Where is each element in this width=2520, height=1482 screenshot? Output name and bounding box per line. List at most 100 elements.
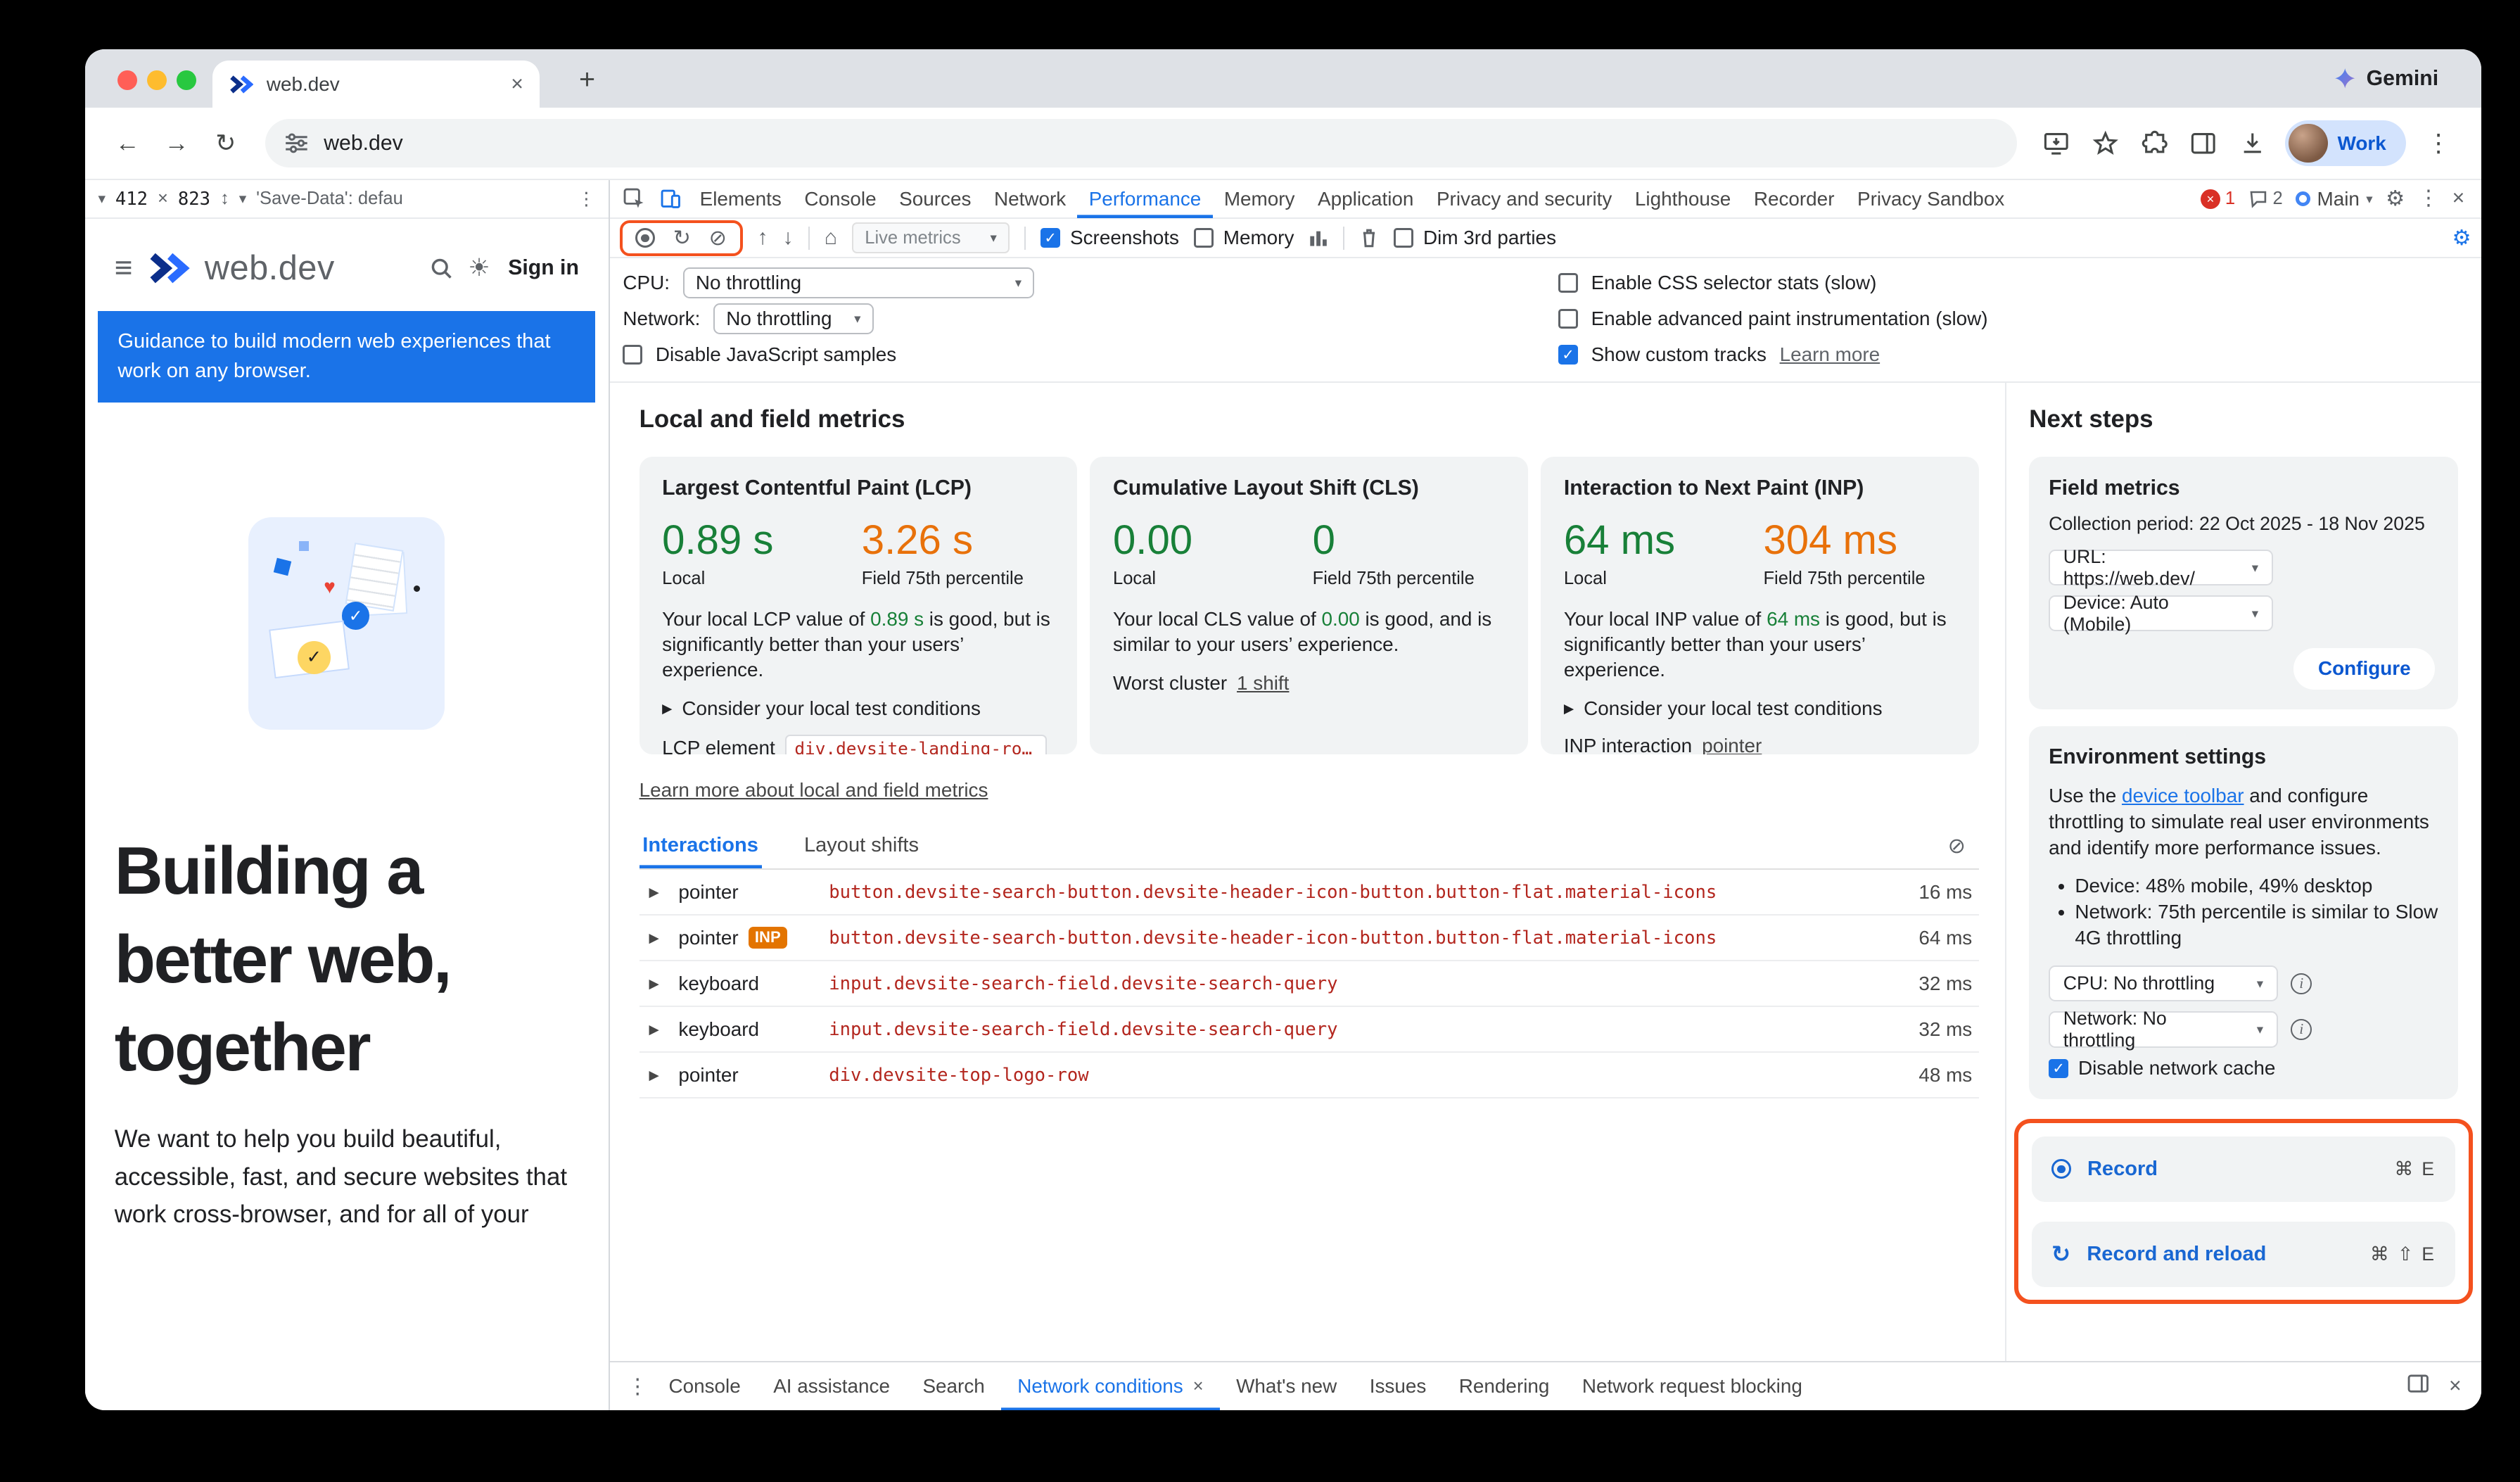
- record-and-reload-button[interactable]: ↻ Record and reload ⌘ ⇧ E: [2031, 1221, 2456, 1287]
- back-button[interactable]: ←: [115, 129, 140, 157]
- drawer-tab-ai-assistance[interactable]: AI assistance: [773, 1375, 890, 1397]
- drawer-tab-network-conditions[interactable]: Network conditions ×: [1001, 1362, 1220, 1410]
- record-reload-icon[interactable]: ↻: [673, 226, 692, 250]
- tab-lighthouse[interactable]: Lighthouse: [1634, 187, 1731, 210]
- site-settings-icon[interactable]: [284, 131, 309, 156]
- tab-interactions[interactable]: Interactions: [639, 824, 762, 868]
- cpu-throttling-select[interactable]: No throttling ▾: [682, 267, 1035, 299]
- field-device-select[interactable]: Device: Auto (Mobile) ▾: [2049, 592, 2273, 635]
- site-logo-text[interactable]: web.dev: [204, 249, 335, 288]
- lcp-test-conditions-expander[interactable]: ▶ Consider your local test conditions: [662, 697, 981, 720]
- close-drawer-tab-icon[interactable]: ×: [1192, 1376, 1204, 1396]
- env-cpu-select[interactable]: CPU: No throttling ▾: [2049, 965, 2278, 1002]
- upload-profile-icon[interactable]: ↑: [757, 226, 768, 250]
- disable-js-samples-checkbox[interactable]: [623, 345, 643, 365]
- interaction-target-link[interactable]: input.devsite-search-field.devsite-searc…: [829, 973, 1338, 994]
- tab-recorder[interactable]: Recorder: [1753, 187, 1835, 210]
- forward-button[interactable]: →: [164, 129, 189, 157]
- row-expander-icon[interactable]: ▶: [649, 975, 659, 991]
- issues-badge[interactable]: 2: [2248, 189, 2283, 209]
- live-metrics-dropdown[interactable]: Live metrics ▾: [851, 222, 1010, 254]
- save-data-dropdown[interactable]: 'Save-Data': defau: [256, 189, 403, 209]
- tab-layout-shifts[interactable]: Layout shifts: [803, 833, 919, 856]
- inp-test-conditions-expander[interactable]: ▶ Consider your local test conditions: [1563, 697, 1883, 720]
- profile-chip[interactable]: Work: [2285, 120, 2406, 167]
- context-selector[interactable]: Main ▾: [2296, 188, 2373, 210]
- sign-in-button[interactable]: Sign in: [508, 256, 579, 280]
- screenshots-checkbox-box[interactable]: ✓: [1041, 228, 1061, 248]
- throttling-dropdown-icon[interactable]: ▾: [238, 191, 247, 208]
- network-info-icon[interactable]: i: [2291, 1018, 2312, 1041]
- side-panel-icon[interactable]: [2180, 120, 2226, 166]
- row-expander-icon[interactable]: ▶: [649, 1021, 659, 1037]
- device-toolbar-link[interactable]: device toolbar: [2121, 785, 2244, 806]
- cache-checkbox-box[interactable]: ✓: [2049, 1058, 2069, 1079]
- tab-network[interactable]: Network: [993, 187, 1067, 210]
- interaction-row[interactable]: ▶ keyboard input.devsite-search-field.de…: [639, 1007, 1979, 1053]
- browser-tab[interactable]: web.dev ×: [212, 61, 540, 108]
- inspect-element-icon[interactable]: [616, 181, 652, 217]
- interaction-row[interactable]: ▶ keyboard input.devsite-search-field.de…: [639, 961, 1979, 1008]
- drawer-tab-search[interactable]: Search: [922, 1375, 985, 1397]
- capture-settings-icon[interactable]: ⚙: [2452, 226, 2471, 250]
- memory-checkbox-box[interactable]: [1193, 228, 1214, 248]
- interaction-row[interactable]: ▶ pointer INP button.devsite-search-butto…: [639, 916, 1979, 962]
- row-expander-icon[interactable]: ▶: [649, 1067, 659, 1082]
- reload-button[interactable]: ↻: [215, 129, 236, 157]
- theme-toggle-icon[interactable]: ☀: [468, 254, 490, 282]
- custom-tracks-learn-more-link[interactable]: Learn more: [1779, 343, 1881, 366]
- tab-privacy-security[interactable]: Privacy and security: [1436, 187, 1612, 210]
- gemini-button[interactable]: Gemini: [2334, 49, 2438, 108]
- cpu-info-icon[interactable]: i: [2291, 973, 2312, 994]
- install-icon[interactable]: [2033, 120, 2079, 166]
- lcp-element-link[interactable]: div.devsite-landing-row-ite…: [784, 735, 1047, 754]
- row-expander-icon[interactable]: ▶: [649, 930, 659, 945]
- error-badge[interactable]: × 1: [2200, 189, 2235, 209]
- device-height-value[interactable]: 823: [177, 188, 211, 210]
- interaction-row[interactable]: ▶ pointer div.devsite-top-logo-row 48 ms: [639, 1053, 1979, 1099]
- new-tab-button[interactable]: +: [579, 64, 596, 96]
- configure-button[interactable]: Configure: [2293, 647, 2436, 690]
- drawer-tab-network-request-blocking[interactable]: Network request blocking: [1582, 1375, 1802, 1397]
- inp-interaction-link[interactable]: pointer: [1702, 735, 1762, 754]
- show-custom-tracks-checkbox[interactable]: ✓: [1558, 345, 1578, 365]
- tab-close-icon[interactable]: ×: [511, 72, 523, 96]
- menu-icon[interactable]: ≡: [114, 251, 133, 286]
- clear-icon[interactable]: ⊘: [708, 226, 727, 250]
- memory-checkbox[interactable]: Memory: [1193, 227, 1294, 249]
- tab-performance[interactable]: Performance: [1077, 179, 1212, 219]
- interaction-row[interactable]: ▶ pointer button.devsite-search-button.d…: [639, 870, 1979, 916]
- disable-network-cache-checkbox[interactable]: ✓ Disable network cache: [2049, 1057, 2438, 1079]
- css-selector-stats-checkbox[interactable]: [1558, 273, 1578, 293]
- extensions-icon[interactable]: [2132, 120, 2177, 166]
- row-expander-icon[interactable]: ▶: [649, 884, 659, 899]
- env-network-select[interactable]: Network: No throttling ▾: [2049, 1008, 2278, 1051]
- garbage-collect-icon[interactable]: [1359, 227, 1379, 248]
- toggle-drawer-layout-icon[interactable]: [2407, 1373, 2430, 1399]
- devtools-close-icon[interactable]: ×: [2452, 186, 2465, 210]
- dim-3rd-parties-checkbox[interactable]: Dim 3rd parties: [1394, 227, 1556, 249]
- tab-application[interactable]: Application: [1318, 187, 1414, 210]
- close-drawer-icon[interactable]: ×: [2449, 1374, 2462, 1398]
- dim-checkbox-box[interactable]: [1394, 228, 1414, 248]
- device-toolbar-toggle-icon[interactable]: [652, 181, 688, 217]
- downloads-icon[interactable]: [2229, 120, 2275, 166]
- timeline-chart-icon[interactable]: [1309, 228, 1328, 248]
- interaction-target-link[interactable]: button.devsite-search-button.devsite-hea…: [829, 927, 1717, 949]
- device-type-dropdown-icon[interactable]: ▾: [98, 191, 106, 208]
- tab-memory[interactable]: Memory: [1223, 187, 1295, 210]
- screenshots-checkbox[interactable]: ✓ Screenshots: [1041, 227, 1179, 249]
- address-bar[interactable]: web.dev: [265, 118, 2018, 168]
- tab-privacy-sandbox[interactable]: Privacy Sandbox: [1857, 187, 2005, 210]
- minimize-window-button[interactable]: [147, 70, 167, 90]
- browser-menu-icon[interactable]: ⋮: [2426, 129, 2451, 157]
- interaction-target-link[interactable]: input.devsite-search-field.devsite-searc…: [829, 1018, 1338, 1040]
- drawer-tab-whats-new[interactable]: What's new: [1236, 1375, 1337, 1397]
- paint-instrumentation-checkbox[interactable]: [1558, 309, 1578, 329]
- field-url-select[interactable]: URL: https://web.dev/▾: [2049, 546, 2273, 589]
- bookmark-star-icon[interactable]: [2082, 120, 2128, 166]
- metrics-learn-more-link[interactable]: Learn more about local and field metrics: [639, 778, 988, 801]
- search-icon[interactable]: [429, 256, 454, 281]
- tab-sources[interactable]: Sources: [899, 187, 972, 210]
- worst-cluster-link[interactable]: 1 shift: [1237, 672, 1290, 695]
